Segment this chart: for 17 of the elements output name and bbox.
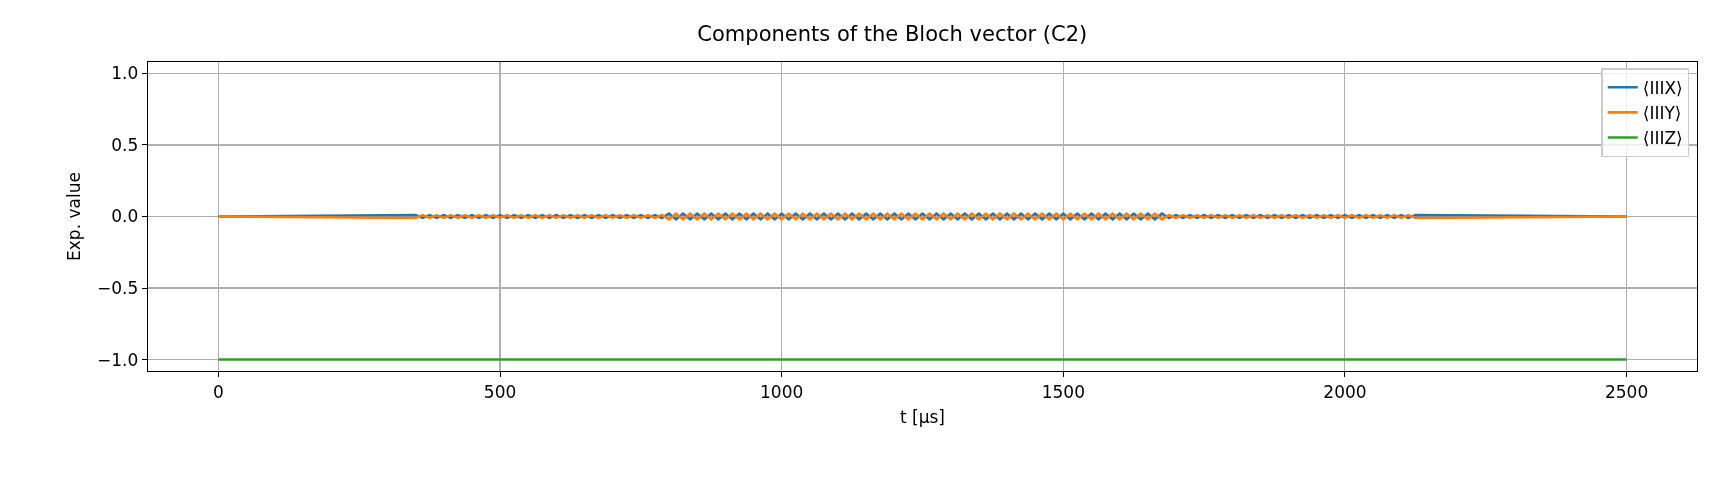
x-tick-label: 1500 <box>1041 381 1085 402</box>
y-tick-label: −0.5 <box>97 277 139 298</box>
y-tick-label: −1.0 <box>97 349 139 370</box>
legend-label: ⟨IIIZ⟩ <box>1642 128 1683 149</box>
chart-title: Components of the Bloch vector (C2) <box>697 22 1088 47</box>
y-tick-label: 1.0 <box>111 63 139 84</box>
legend-label: ⟨IIIX⟩ <box>1642 77 1683 98</box>
legend-label: ⟨IIIY⟩ <box>1642 102 1682 123</box>
x-tick-label: 0 <box>213 381 224 402</box>
x-tick-label: 500 <box>483 381 517 402</box>
x-tick-label: 2000 <box>1323 381 1367 402</box>
y-axis-title: Exp. value <box>63 172 84 261</box>
x-axis-title: t [μs] <box>899 406 946 427</box>
y-tick-label: 0.5 <box>111 134 139 155</box>
x-tick-label: 2500 <box>1604 381 1649 402</box>
x-tick-label: 1000 <box>760 381 804 402</box>
y-tick-label: 0.0 <box>111 206 139 227</box>
